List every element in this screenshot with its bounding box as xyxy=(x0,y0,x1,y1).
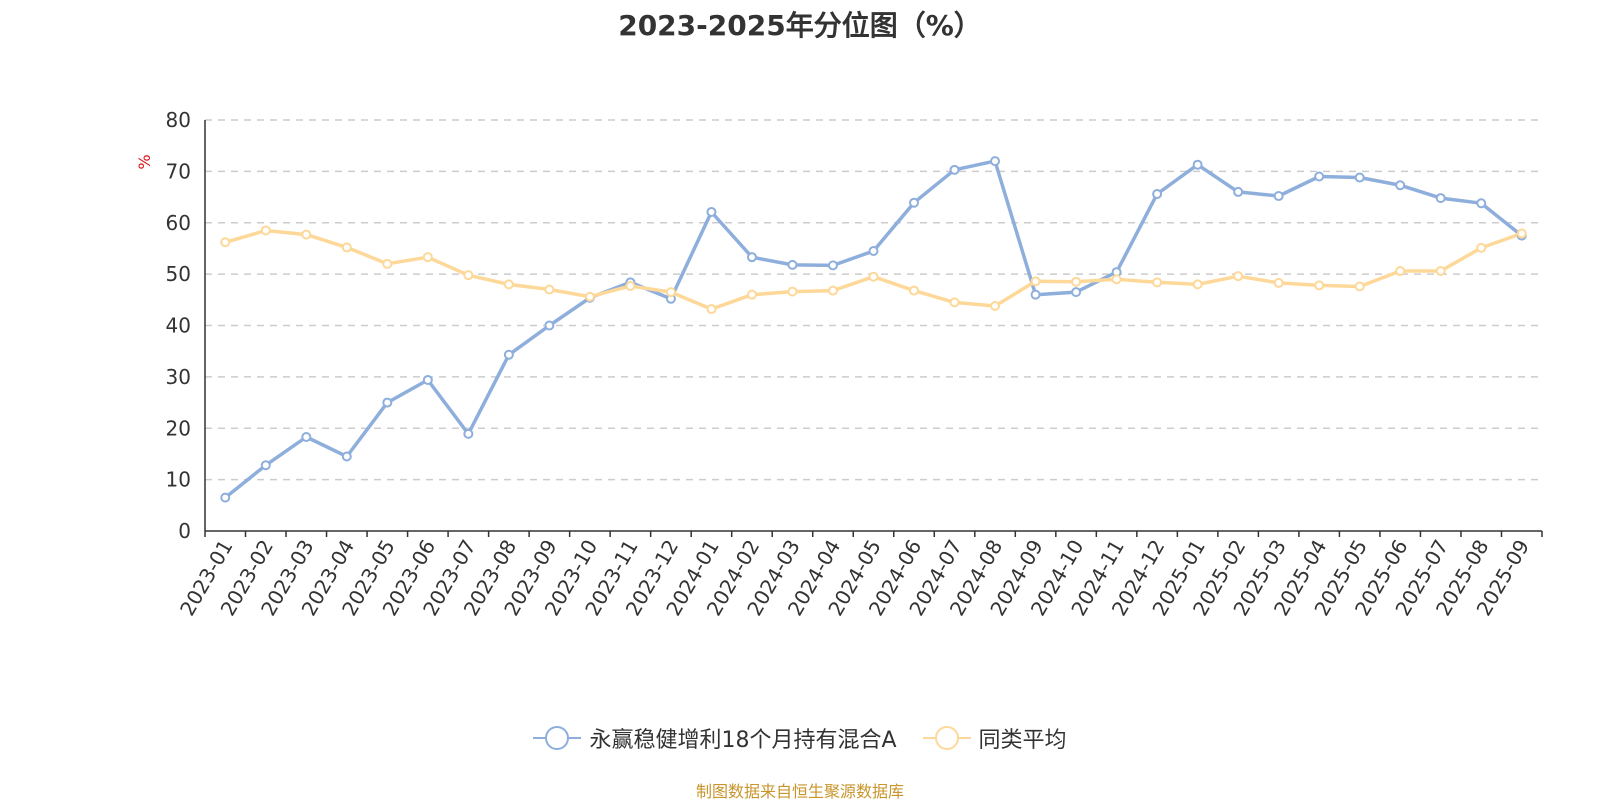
data-point-series-1 xyxy=(544,320,555,331)
data-point-series-2 xyxy=(382,258,393,269)
y-tick-label: 0 xyxy=(178,519,191,543)
data-point-series-2 xyxy=(1071,276,1082,287)
legend-label-series-2: 同类平均 xyxy=(978,728,1067,753)
data-point-series-2 xyxy=(1152,277,1163,288)
data-point-series-1 xyxy=(827,260,838,271)
data-point-series-2 xyxy=(1516,228,1527,239)
y-axis-label: % xyxy=(135,154,154,169)
series-line-1 xyxy=(223,159,1524,500)
data-point-series-1 xyxy=(341,451,352,462)
legend: 永赢稳健增利18个月持有混合A 同类平均 xyxy=(0,722,1600,754)
data-point-series-2 xyxy=(422,252,433,263)
data-point-series-2 xyxy=(503,279,514,290)
data-point-series-2 xyxy=(341,242,352,253)
y-tick-label: 80 xyxy=(166,108,191,132)
y-tick-label: 40 xyxy=(166,314,191,338)
data-point-series-1 xyxy=(1192,159,1203,170)
data-point-series-2 xyxy=(260,225,271,236)
data-point-series-2 xyxy=(787,286,798,297)
data-point-series-1 xyxy=(1273,191,1284,202)
data-point-series-1 xyxy=(220,492,231,503)
data-point-series-2 xyxy=(1476,242,1487,253)
data-point-series-1 xyxy=(706,206,717,217)
data-point-series-1 xyxy=(1354,172,1365,183)
data-point-series-1 xyxy=(1071,287,1082,298)
data-point-series-1 xyxy=(260,460,271,471)
data-point-series-1 xyxy=(1435,193,1446,204)
y-tick-label: 20 xyxy=(166,416,191,440)
data-point-series-2 xyxy=(220,237,231,248)
series-line-2 xyxy=(223,228,1524,311)
line-chart: 01020304050607080%2023-012023-022023-032… xyxy=(135,108,1543,620)
data-point-series-1 xyxy=(1395,180,1406,191)
data-point-series-2 xyxy=(1354,281,1365,292)
data-point-series-2 xyxy=(544,284,555,295)
y-tick-label: 30 xyxy=(166,365,191,389)
data-point-series-2 xyxy=(706,304,717,315)
data-point-series-1 xyxy=(949,164,960,175)
series-lines xyxy=(223,159,1524,500)
data-point-series-2 xyxy=(1435,266,1446,277)
data-point-series-1 xyxy=(990,156,1001,167)
data-point-series-2 xyxy=(868,271,879,282)
data-point-series-2 xyxy=(1111,274,1122,285)
data-point-series-1 xyxy=(746,252,757,263)
data-point-series-1 xyxy=(787,259,798,270)
data-point-series-1 xyxy=(463,428,474,439)
data-point-series-2 xyxy=(990,300,1001,311)
legend-label-series-1: 永赢稳健增利18个月持有混合A xyxy=(589,728,897,753)
legend-item-series-1[interactable]: 永赢稳健增利18个月持有混合A xyxy=(533,722,897,754)
data-point-series-2 xyxy=(301,229,312,240)
legend-item-series-2[interactable]: 同类平均 xyxy=(922,722,1067,754)
data-point-series-1 xyxy=(301,431,312,442)
data-point-series-1 xyxy=(503,349,514,360)
data-point-series-1 xyxy=(1030,289,1041,300)
data-point-series-1 xyxy=(1476,198,1487,209)
data-point-series-2 xyxy=(584,291,595,302)
y-tick-label: 10 xyxy=(166,468,191,492)
data-point-series-1 xyxy=(1233,186,1244,197)
data-point-series-1 xyxy=(1314,171,1325,182)
chart-title: 2023-2025年分位图（%） xyxy=(618,9,982,42)
data-point-series-2 xyxy=(949,297,960,308)
data-point-series-2 xyxy=(625,280,636,291)
axes: 01020304050607080%2023-012023-022023-032… xyxy=(135,108,1543,620)
data-point-series-2 xyxy=(909,285,920,296)
legend-marker-series-2 xyxy=(922,726,971,750)
data-point-series-2 xyxy=(746,289,757,300)
y-tick-label: 70 xyxy=(166,159,191,183)
y-tick-label: 60 xyxy=(166,211,191,235)
data-points xyxy=(220,156,1527,503)
data-point-series-2 xyxy=(1030,276,1041,287)
data-point-series-2 xyxy=(665,287,676,298)
data-point-series-1 xyxy=(382,397,393,408)
legend-marker-series-1 xyxy=(533,726,582,750)
data-point-series-2 xyxy=(1395,266,1406,277)
data-point-series-2 xyxy=(1233,271,1244,282)
data-point-series-2 xyxy=(1192,279,1203,290)
data-point-series-2 xyxy=(827,285,838,296)
data-point-series-1 xyxy=(909,197,920,208)
data-point-series-2 xyxy=(463,270,474,281)
data-point-series-1 xyxy=(1152,188,1163,199)
y-tick-label: 50 xyxy=(166,262,191,286)
source-note: 制图数据来自恒生聚源数据库 xyxy=(695,782,904,801)
data-point-series-1 xyxy=(422,374,433,385)
data-point-series-1 xyxy=(868,246,879,257)
data-point-series-2 xyxy=(1273,277,1284,288)
data-point-series-2 xyxy=(1314,280,1325,291)
grid-lines xyxy=(205,119,1542,481)
